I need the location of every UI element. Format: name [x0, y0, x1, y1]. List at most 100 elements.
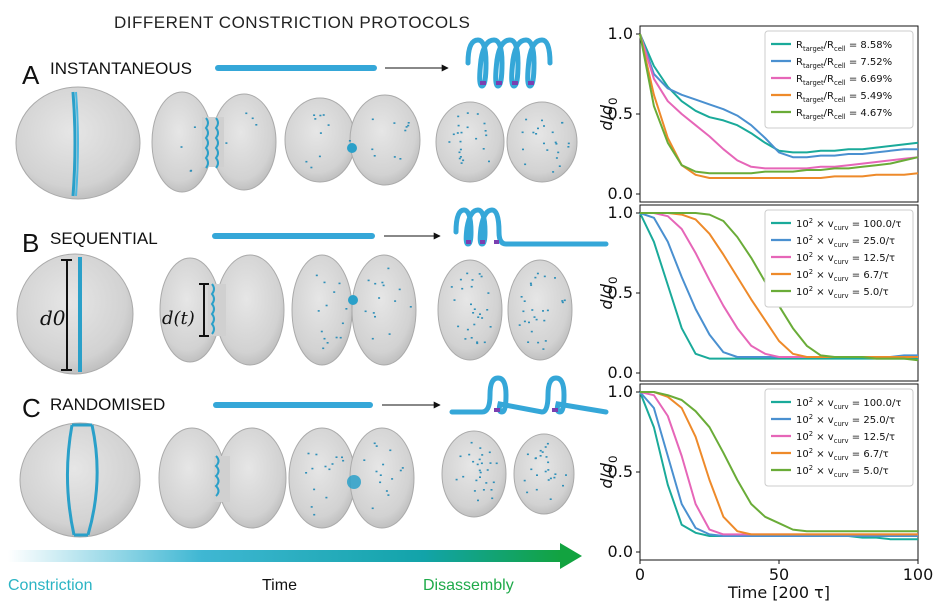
speckle: [448, 141, 451, 143]
speckle: [456, 132, 459, 134]
speckle: [523, 479, 526, 482]
speckle: [543, 125, 545, 127]
speckle: [323, 337, 326, 340]
speckle: [472, 312, 475, 314]
speckle: [399, 158, 402, 160]
speckle: [477, 316, 480, 318]
legend-entry: 102 × vcurv = 6.7/τ: [796, 447, 889, 462]
speckle: [387, 494, 390, 496]
speckle: [459, 148, 462, 151]
speckle: [319, 132, 322, 134]
speckle: [486, 309, 489, 311]
speckle: [313, 513, 316, 516]
speckle: [375, 470, 378, 473]
speckle: [486, 469, 489, 471]
speckle: [530, 284, 533, 286]
speckle: [388, 333, 391, 335]
y-axis-label: d/d0: [597, 276, 620, 309]
speckle: [473, 308, 476, 310]
timeline-right-label: Disassembly: [423, 577, 514, 594]
y-tick-label: 0.0: [608, 542, 633, 561]
speckle: [311, 467, 314, 470]
cell-b3-right: [351, 254, 417, 366]
speckle: [379, 474, 382, 476]
speckle: [459, 140, 462, 143]
speckle: [460, 131, 463, 134]
speckle: [536, 272, 539, 275]
panel-c-name: RANDOMISED: [50, 395, 165, 414]
speckle: [476, 463, 479, 466]
speckle: [326, 342, 329, 344]
speckle: [526, 491, 529, 494]
speckle: [473, 323, 476, 326]
speckle: [483, 341, 486, 344]
speckle: [459, 278, 462, 281]
speckle: [523, 320, 526, 323]
d0-bracket: [61, 259, 72, 371]
speckle: [488, 160, 490, 163]
ring-c2: [214, 455, 220, 497]
speckle: [455, 478, 458, 481]
speckle: [535, 488, 538, 491]
speckle: [545, 456, 548, 458]
cell-a3-right: [349, 94, 421, 186]
speckle: [532, 131, 535, 134]
speckle: [481, 317, 484, 319]
x-tick-label: 100: [903, 565, 934, 584]
timeline-middle-label: Time: [262, 577, 297, 594]
speckle: [180, 146, 183, 148]
speckle: [317, 310, 320, 312]
series-line-green: [639, 33, 919, 175]
speckle: [539, 449, 542, 452]
legend-entry: 102 × vcurv = 12.5/τ: [796, 251, 895, 266]
figure-title: DIFFERENT CONSTRICTION PROTOCOLS: [114, 13, 470, 32]
speckle: [453, 299, 456, 301]
speckle: [567, 146, 570, 148]
speckle: [529, 282, 532, 285]
speckle: [307, 452, 310, 455]
speckle: [339, 336, 342, 339]
speckle: [338, 282, 341, 285]
series-line-blue: [639, 33, 918, 159]
speckle: [554, 141, 557, 144]
speckle: [322, 114, 325, 116]
coiled-filament-a: [465, 37, 553, 89]
speckle: [547, 479, 550, 481]
speckle: [561, 301, 564, 304]
y-tick-label: 0.5: [608, 283, 633, 302]
cell-group-c: [19, 422, 575, 538]
speckle: [555, 157, 558, 159]
speckle: [495, 462, 498, 465]
speckle: [535, 318, 538, 321]
cell-c4-right: [513, 433, 575, 515]
speckle: [479, 447, 482, 449]
speckle: [470, 303, 472, 306]
legend-entry: Rtarget/Rcell = 7.52%: [796, 57, 892, 70]
y-tick-label: 1.0: [608, 24, 633, 43]
speckle: [525, 118, 528, 121]
speckle: [245, 112, 248, 115]
speckle: [470, 285, 473, 288]
series-line-blue: [639, 391, 918, 537]
speckle: [393, 122, 396, 124]
y-axis-label: d/d0: [597, 97, 620, 130]
speckle: [371, 148, 374, 151]
cell-c1: [19, 422, 141, 538]
speckle: [481, 454, 484, 456]
speckle: [551, 131, 554, 134]
speckle: [472, 460, 475, 463]
y-tick-label: 1.0: [608, 382, 633, 401]
legend: 102 × vcurv = 100.0/τ 102 × vcurv = 25.0/…: [764, 209, 914, 308]
series-line-orange: [640, 391, 918, 536]
speckle: [485, 482, 488, 484]
speckle: [522, 310, 525, 313]
speckle: [342, 459, 345, 462]
cell-b1: [16, 253, 134, 375]
speckle: [459, 156, 462, 158]
speckle: [374, 282, 377, 285]
speckle: [547, 469, 550, 471]
speckle: [335, 456, 338, 458]
speckle: [371, 337, 374, 340]
